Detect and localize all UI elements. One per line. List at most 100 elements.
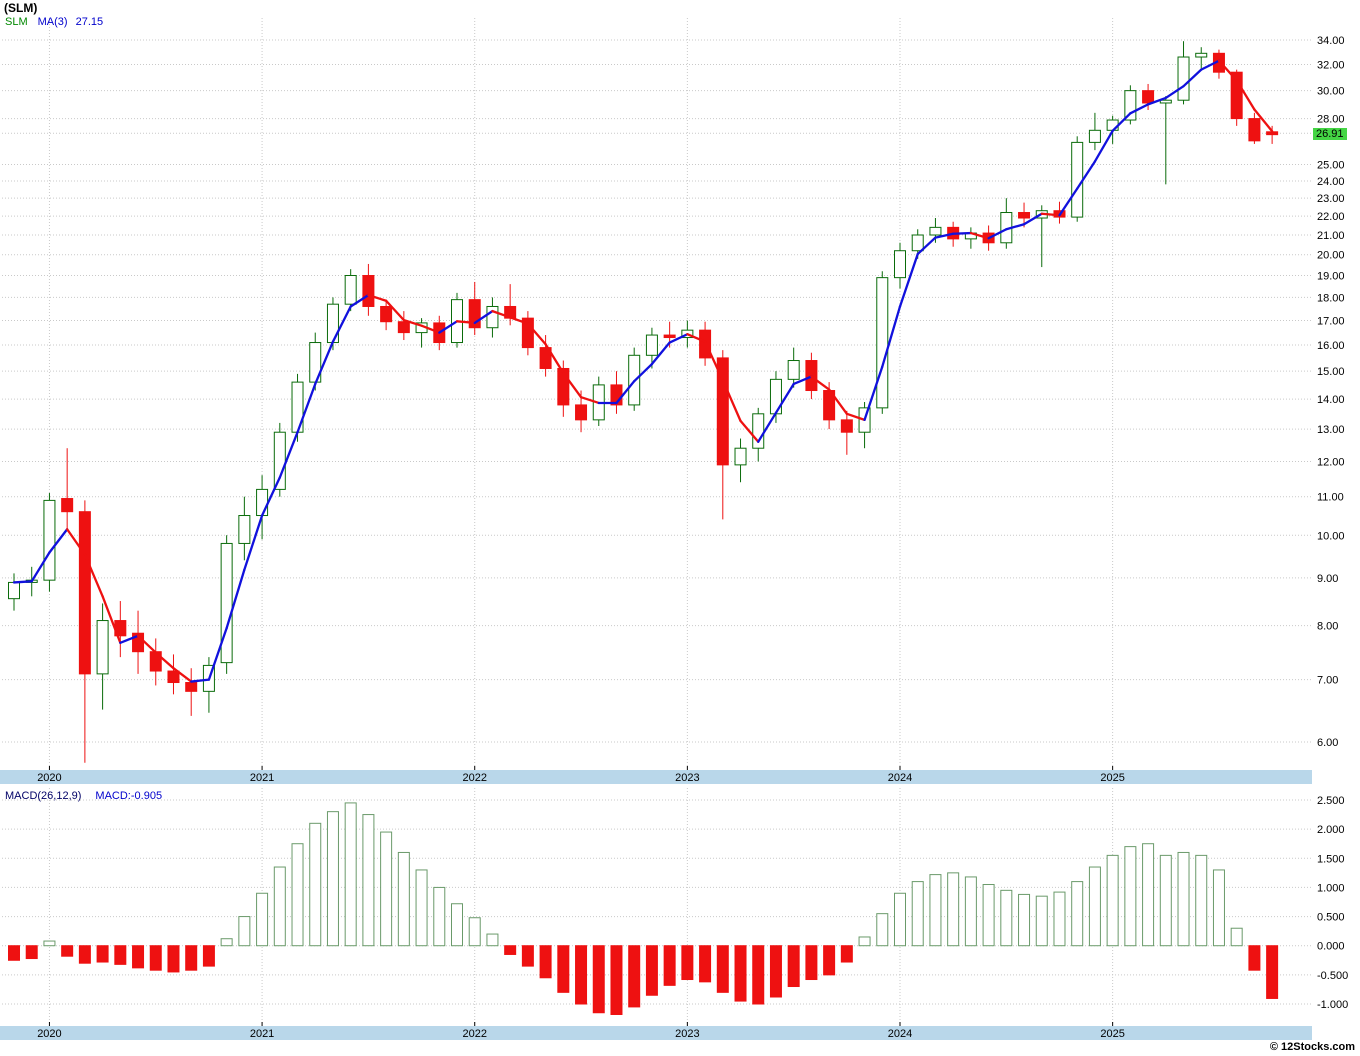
svg-text:7.00: 7.00 bbox=[1317, 675, 1338, 687]
macd-bar bbox=[202, 945, 215, 967]
macd-bar bbox=[451, 903, 463, 947]
macd-bar bbox=[894, 892, 906, 947]
macd-bar bbox=[1106, 854, 1119, 947]
candle bbox=[185, 682, 198, 692]
year-label: 2022 bbox=[462, 1028, 486, 1040]
macd-bar bbox=[220, 938, 233, 947]
candles-group bbox=[8, 41, 1279, 763]
svg-text:12.00: 12.00 bbox=[1317, 456, 1345, 468]
macd-bar bbox=[681, 945, 694, 981]
candle bbox=[894, 250, 906, 279]
candle bbox=[645, 334, 658, 356]
macd-bar bbox=[43, 940, 56, 947]
macd-bar bbox=[840, 945, 853, 963]
candle bbox=[1159, 99, 1172, 104]
macd-bar bbox=[964, 876, 977, 947]
macd-bar bbox=[1212, 869, 1225, 947]
candle bbox=[78, 511, 91, 675]
candle bbox=[752, 413, 765, 449]
candle bbox=[362, 275, 375, 307]
year-label: 2024 bbox=[888, 1028, 912, 1040]
candle bbox=[716, 357, 729, 466]
svg-text:-1.000: -1.000 bbox=[1317, 999, 1348, 1011]
macd-bar bbox=[1248, 945, 1261, 971]
year-label: 2021 bbox=[250, 1028, 274, 1040]
year-label: 2022 bbox=[462, 772, 486, 784]
macd-bar bbox=[645, 945, 658, 996]
svg-text:16.00: 16.00 bbox=[1317, 340, 1345, 352]
year-label: 2025 bbox=[1100, 772, 1124, 784]
macd-bar bbox=[149, 945, 162, 971]
svg-text:11.00: 11.00 bbox=[1317, 492, 1344, 504]
macd-bar bbox=[1230, 927, 1243, 947]
candle bbox=[238, 515, 251, 544]
svg-text:6.00: 6.00 bbox=[1317, 737, 1338, 749]
macd-bar bbox=[1088, 866, 1101, 947]
macd-bar bbox=[699, 945, 712, 983]
candle bbox=[8, 581, 20, 600]
macd-bar bbox=[415, 869, 428, 947]
macd-bar bbox=[628, 945, 641, 1008]
svg-text:0.500: 0.500 bbox=[1317, 912, 1345, 924]
svg-text:-0.500: -0.500 bbox=[1317, 970, 1348, 982]
macd-bar bbox=[521, 945, 534, 967]
candle bbox=[787, 360, 800, 380]
svg-text:10.00: 10.00 bbox=[1317, 530, 1345, 542]
current-price-tag: 26.91 bbox=[1313, 127, 1347, 140]
svg-text:25.00: 25.00 bbox=[1317, 159, 1345, 171]
macd-indicator-label: MACD(26,12,9) bbox=[5, 790, 82, 802]
macd-bar bbox=[734, 945, 747, 1002]
year-label: 2020 bbox=[37, 1028, 61, 1040]
macd-bar bbox=[557, 945, 570, 993]
svg-text:30.00: 30.00 bbox=[1317, 86, 1345, 98]
macd-bar bbox=[1159, 854, 1172, 947]
legend-ma-value: 27.15 bbox=[75, 16, 104, 28]
macd-bar bbox=[380, 831, 393, 947]
candle bbox=[96, 620, 109, 675]
svg-text:14.00: 14.00 bbox=[1317, 394, 1345, 406]
candle bbox=[539, 347, 552, 369]
candle bbox=[1142, 90, 1155, 104]
svg-text:18.00: 18.00 bbox=[1317, 292, 1345, 304]
macd-bar bbox=[539, 945, 552, 979]
macd-bar bbox=[132, 945, 145, 969]
candle bbox=[1248, 118, 1261, 142]
candle bbox=[557, 367, 570, 406]
macd-bar bbox=[504, 945, 517, 955]
candle bbox=[380, 305, 393, 323]
macd-bar bbox=[592, 945, 605, 1014]
macd-bar bbox=[1195, 854, 1208, 947]
macd-bar bbox=[1124, 846, 1137, 947]
macd-bars bbox=[8, 802, 1279, 1015]
price-axis-labels: 34.0032.0030.0028.0027.0025.0024.0023.00… bbox=[1317, 35, 1348, 1011]
macd-bar bbox=[575, 945, 588, 1005]
candle bbox=[344, 275, 357, 305]
macd-bar bbox=[362, 814, 375, 947]
candle bbox=[256, 488, 269, 517]
candle bbox=[486, 305, 499, 329]
macd-bar bbox=[486, 933, 499, 947]
macd-bar bbox=[1000, 889, 1013, 947]
chart-title: (SLM) bbox=[4, 1, 38, 15]
macd-bar bbox=[716, 945, 729, 993]
macd-bar bbox=[96, 945, 109, 963]
legend-ma-label: MA(3) bbox=[37, 16, 68, 28]
macd-bar bbox=[787, 945, 800, 988]
svg-text:34.00: 34.00 bbox=[1317, 35, 1345, 47]
ma-line bbox=[12, 59, 1274, 683]
candle bbox=[61, 498, 74, 513]
macd-bar bbox=[433, 886, 446, 947]
candle bbox=[1177, 56, 1190, 101]
x-axis-bands: 2020 2021 2022 2023 2024 2025 2020 2021 2022 2023… bbox=[0, 766, 1312, 1040]
candle bbox=[1195, 52, 1208, 58]
macd-bar bbox=[397, 851, 410, 947]
svg-text:2.000: 2.000 bbox=[1317, 824, 1345, 836]
svg-text:23.00: 23.00 bbox=[1317, 193, 1345, 205]
candle bbox=[1018, 212, 1031, 219]
candle bbox=[1124, 90, 1137, 121]
macd-bar bbox=[114, 945, 127, 965]
candle bbox=[167, 670, 180, 684]
candle bbox=[326, 303, 339, 344]
